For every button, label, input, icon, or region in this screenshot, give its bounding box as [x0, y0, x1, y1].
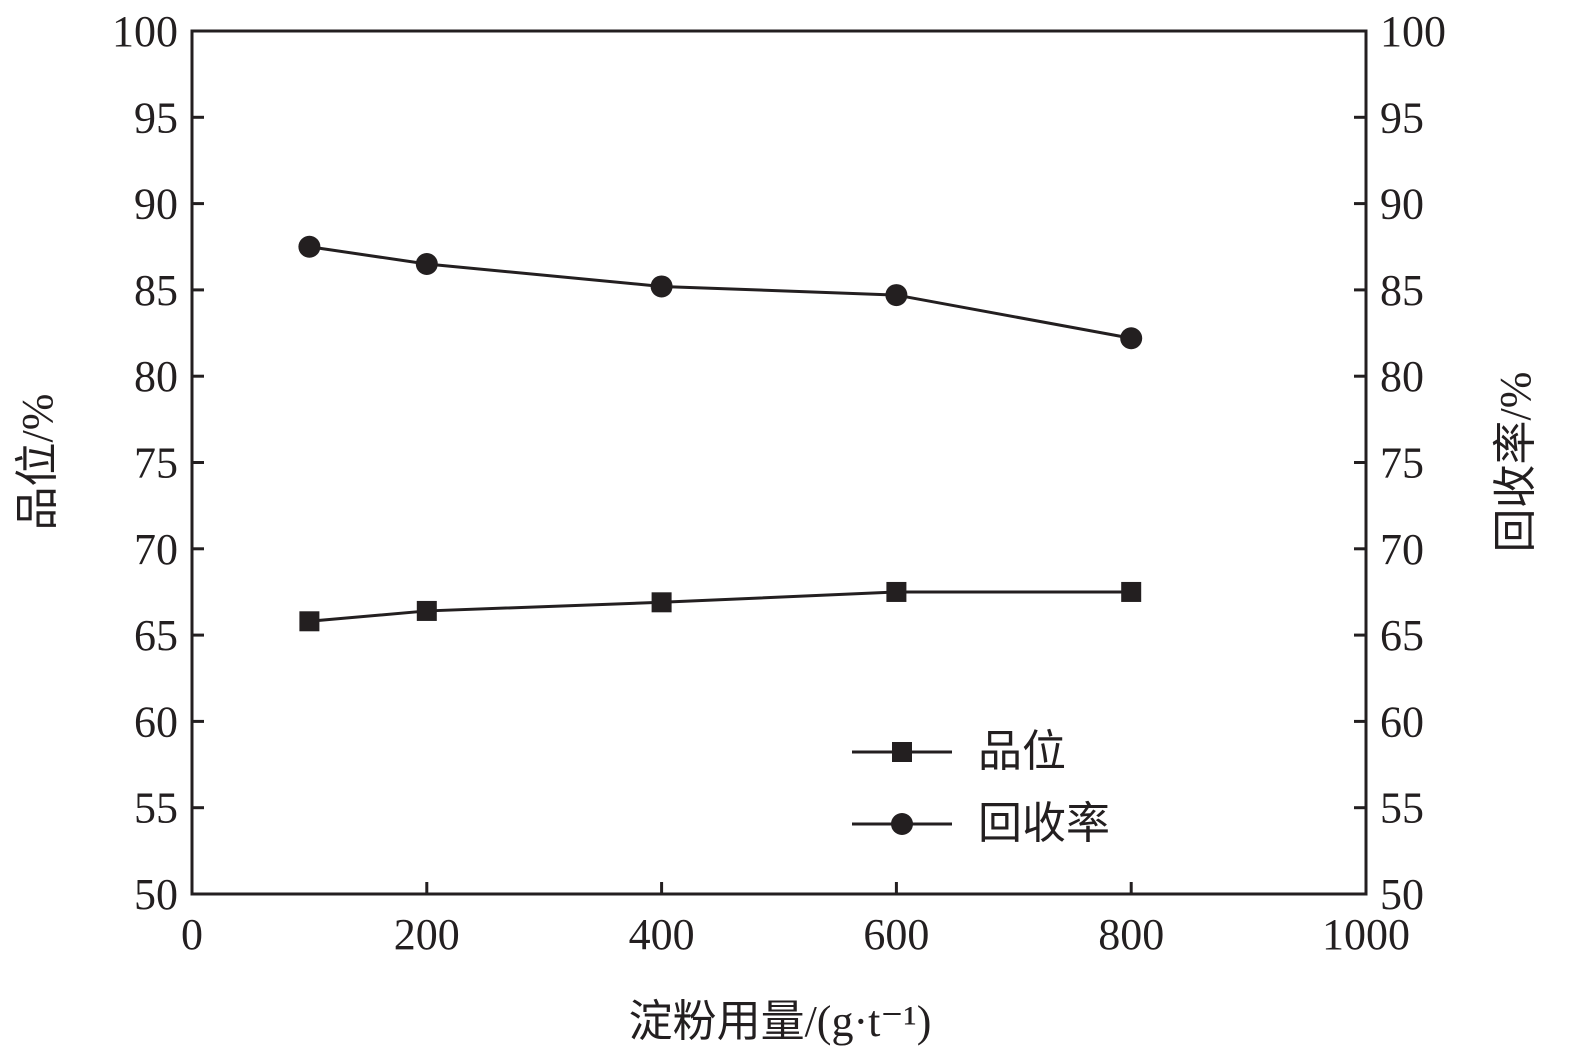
y-tick-label-left: 65	[134, 611, 178, 660]
plot-frame	[190, 29, 1368, 896]
data-point-circle	[1120, 327, 1143, 350]
y-tick-label-left: 85	[134, 266, 178, 315]
y-tick-label-left: 55	[134, 784, 178, 833]
data-point-circle	[650, 275, 673, 298]
y-tick-label-left: 75	[134, 439, 178, 488]
y-tick-label-right: 100	[1380, 7, 1446, 56]
legend-label-grade: 品位	[978, 727, 1066, 776]
y-tick-label-left: 95	[134, 93, 178, 142]
x-tick-label: 200	[394, 910, 460, 959]
y-tick-label-right: 65	[1380, 611, 1424, 660]
legend: 品位 回收率	[852, 727, 1110, 848]
y-tick-label-right: 70	[1380, 525, 1424, 574]
data-point-square	[886, 581, 907, 602]
y-tick-label-right: 95	[1380, 93, 1424, 142]
x-tick-label: 0	[181, 910, 203, 959]
data-point-square	[651, 592, 672, 613]
y-tick-label-right: 85	[1380, 266, 1424, 315]
y-axis-label-right: 回收率/%	[1491, 372, 1540, 553]
y-tick-label-right: 55	[1380, 784, 1424, 833]
series	[298, 235, 1143, 632]
legend-square-marker	[892, 742, 912, 762]
x-axis-label: 淀粉用量/(g·t⁻¹)	[629, 997, 932, 1046]
y-tick-label-left: 60	[134, 697, 178, 746]
data-point-circle	[298, 235, 321, 258]
data-point-circle	[885, 284, 908, 307]
legend-label-recovery: 回收率	[978, 799, 1110, 848]
axes	[190, 29, 1368, 896]
data-point-circle	[415, 253, 438, 276]
data-point-square	[416, 600, 437, 621]
y-tick-label-left: 80	[134, 352, 178, 401]
y-tick-label-right: 80	[1380, 352, 1424, 401]
y-tick-label-left: 90	[134, 180, 178, 229]
x-tick-label: 1000	[1322, 910, 1410, 959]
y-tick-label-right: 90	[1380, 180, 1424, 229]
x-tick-label: 400	[629, 910, 695, 959]
y-axis-label-left: 品位/%	[13, 394, 62, 531]
y-tick-label-right: 75	[1380, 439, 1424, 488]
y-tick-label-left: 50	[134, 870, 178, 919]
y-tick-label-right: 60	[1380, 697, 1424, 746]
y-tick-label-left: 70	[134, 525, 178, 574]
legend-circle-marker	[891, 813, 913, 835]
data-point-square	[1121, 581, 1142, 602]
x-tick-label: 600	[863, 910, 929, 959]
data-point-square	[299, 611, 320, 632]
y-tick-label-left: 100	[112, 7, 178, 56]
y-tick-label-right: 50	[1380, 870, 1424, 919]
x-tick-label: 800	[1098, 910, 1164, 959]
